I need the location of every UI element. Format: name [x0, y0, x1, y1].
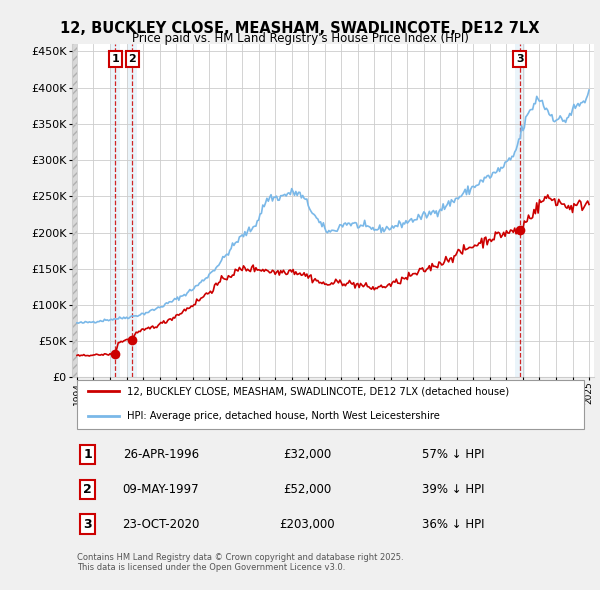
Text: £203,000: £203,000: [279, 517, 335, 530]
Bar: [515, 44, 525, 378]
Text: 12, BUCKLEY CLOSE, MEASHAM, SWADLINCOTE, DE12 7LX: 12, BUCKLEY CLOSE, MEASHAM, SWADLINCOTE,…: [60, 21, 540, 35]
Text: 26-APR-1996: 26-APR-1996: [122, 448, 199, 461]
Text: 39% ↓ HPI: 39% ↓ HPI: [422, 483, 484, 496]
Text: 1: 1: [83, 448, 92, 461]
Text: £52,000: £52,000: [283, 483, 331, 496]
Text: 57% ↓ HPI: 57% ↓ HPI: [422, 448, 484, 461]
Text: 3: 3: [83, 517, 92, 530]
Text: 2: 2: [128, 54, 136, 64]
Bar: [128, 44, 137, 378]
Text: 1: 1: [112, 54, 119, 64]
Text: HPI: Average price, detached house, North West Leicestershire: HPI: Average price, detached house, Nort…: [127, 411, 440, 421]
Text: Contains HM Land Registry data © Crown copyright and database right 2025.
This d: Contains HM Land Registry data © Crown c…: [77, 553, 404, 572]
Text: 09-MAY-1997: 09-MAY-1997: [122, 483, 199, 496]
Text: 36% ↓ HPI: 36% ↓ HPI: [422, 517, 484, 530]
Text: 12, BUCKLEY CLOSE, MEASHAM, SWADLINCOTE, DE12 7LX (detached house): 12, BUCKLEY CLOSE, MEASHAM, SWADLINCOTE,…: [127, 386, 509, 396]
FancyBboxPatch shape: [77, 379, 584, 429]
Bar: [110, 44, 120, 378]
Text: Price paid vs. HM Land Registry's House Price Index (HPI): Price paid vs. HM Land Registry's House …: [131, 32, 469, 45]
Text: 3: 3: [516, 54, 524, 64]
Text: 2: 2: [83, 483, 92, 496]
Bar: [72, 44, 77, 378]
Text: 23-OCT-2020: 23-OCT-2020: [122, 517, 199, 530]
Text: £32,000: £32,000: [283, 448, 331, 461]
